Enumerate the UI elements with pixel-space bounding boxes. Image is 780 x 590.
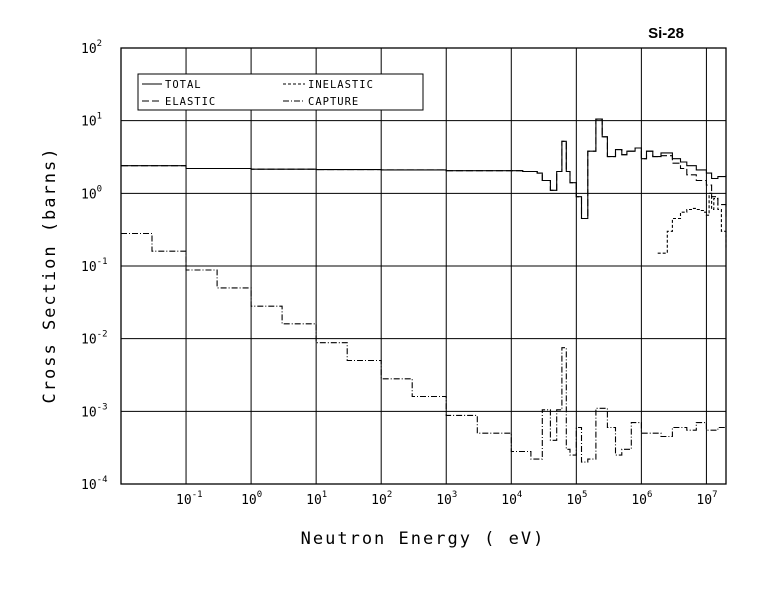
series-line-elastic [121, 118, 727, 220]
series-line-inelastic [657, 192, 727, 254]
chart-title: Si-28 [648, 25, 684, 42]
y-tick-label-3: 10-1 [81, 257, 108, 275]
x-tick-label-4: 103 [436, 490, 457, 508]
grid [121, 47, 726, 485]
legend-label-inelastic: INELASTIC [308, 79, 374, 91]
x-tick-label-8: 107 [696, 490, 717, 508]
y-axis-label: Cross Section (barns) [40, 147, 60, 404]
x-tick-label-0: 10-1 [176, 490, 203, 508]
y-tick-label-6: 10-4 [81, 475, 108, 493]
plot-area-border [120, 47, 727, 485]
y-tick-label-5: 10-3 [81, 402, 108, 420]
x-tick-labels: 10-1 100 101 102 103 104 105 106 107 [176, 490, 717, 508]
legend-label-elastic: ELASTIC [165, 96, 216, 108]
x-tick-label-7: 106 [631, 490, 652, 508]
x-tick-label-6: 105 [566, 490, 587, 508]
x-tick-label-1: 100 [241, 490, 262, 508]
y-tick-label-0: 102 [81, 39, 102, 57]
legend-label-capture: CAPTURE [308, 96, 359, 108]
x-tick-label-2: 101 [306, 490, 327, 508]
series-line-capture [121, 232, 727, 463]
series-layer [121, 118, 727, 463]
y-tick-label-2: 100 [81, 184, 102, 202]
y-tick-label-1: 101 [81, 112, 102, 130]
legend-label-total: TOTAL [165, 79, 202, 91]
y-tick-label-4: 10-2 [81, 330, 108, 348]
x-tick-label-3: 102 [371, 490, 392, 508]
legend-box [137, 73, 424, 111]
legend: TOTAL ELASTIC INELASTIC CAPTURE [137, 73, 424, 111]
x-axis-label: Neutron Energy ( eV) [301, 529, 546, 549]
x-tick-label-5: 104 [501, 490, 522, 508]
y-tick-labels: 102 101 100 10-1 10-2 10-3 10-4 [81, 39, 108, 493]
